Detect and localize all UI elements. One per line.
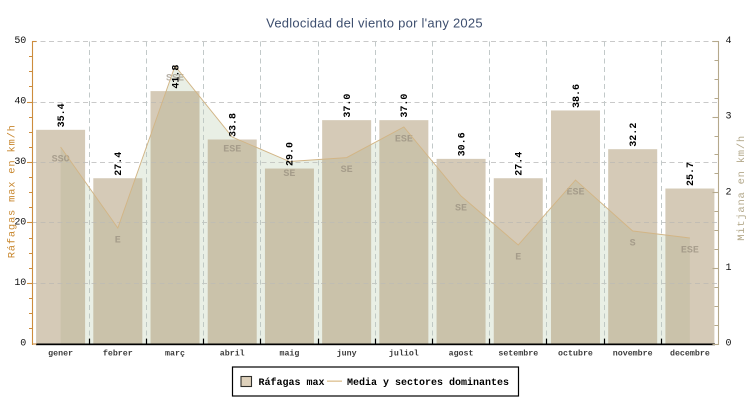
svg-text:29.0: 29.0 [286,142,297,166]
svg-text:4: 4 [726,36,732,47]
svg-text:37.0: 37.0 [343,94,354,118]
svg-text:10: 10 [14,278,26,289]
svg-text:35.4: 35.4 [57,103,68,127]
svg-text:setembre: setembre [498,349,538,359]
svg-text:SSE: SSE [166,74,184,85]
svg-text:50: 50 [14,36,26,47]
svg-text:maig: maig [279,349,299,359]
svg-text:decembre: decembre [670,349,710,359]
svg-text:27.4: 27.4 [515,152,526,176]
svg-text:38.6: 38.6 [572,84,583,108]
svg-text:E: E [515,253,521,264]
svg-text:novembre: novembre [613,349,653,359]
svg-text:SSO: SSO [52,155,70,166]
svg-text:S: S [630,239,636,250]
svg-text:E: E [115,236,121,247]
svg-text:juliol: juliol [389,349,419,359]
svg-text:octubre: octubre [558,349,593,359]
svg-text:ESE: ESE [681,246,699,257]
svg-text:ESE: ESE [223,145,241,156]
svg-text:juny: juny [337,349,357,359]
svg-text:0: 0 [20,339,26,350]
svg-text:març: març [165,350,185,359]
svg-text:Vedlocidad del viento por l'an: Vedlocidad del viento por l'any 2025 [266,16,483,31]
svg-text:20: 20 [14,218,26,229]
svg-text:27.4: 27.4 [114,152,125,176]
svg-text:0: 0 [726,339,732,350]
svg-text:Mitjana en km/h: Mitjana en km/h [736,135,748,241]
svg-text:SE: SE [341,165,353,176]
svg-text:1: 1 [726,263,732,274]
svg-text:30.6: 30.6 [457,132,468,156]
svg-text:ESE: ESE [395,135,413,146]
svg-text:Ráfagas max: Ráfagas max [259,377,325,389]
svg-text:3: 3 [726,112,732,123]
svg-text:30: 30 [14,157,26,168]
svg-text:25.7: 25.7 [686,162,697,186]
svg-text:ESE: ESE [566,188,584,199]
svg-text:febrer: febrer [103,349,133,359]
svg-text:SE: SE [455,204,467,215]
svg-text:40: 40 [14,97,26,108]
svg-text:2: 2 [726,187,732,198]
svg-text:32.2: 32.2 [629,123,640,147]
svg-text:SE: SE [283,169,295,180]
svg-text:abril: abril [220,349,245,359]
svg-text:gener: gener [48,350,73,359]
svg-text:agost: agost [449,350,474,359]
svg-text:Media y sectores dominantes: Media y sectores dominantes [347,377,509,389]
svg-text:33.8: 33.8 [229,113,240,137]
svg-text:37.0: 37.0 [400,94,411,118]
svg-text:41.8: 41.8 [171,65,182,89]
svg-text:Ráfagas max en km/h: Ráfagas max en km/h [7,124,19,258]
